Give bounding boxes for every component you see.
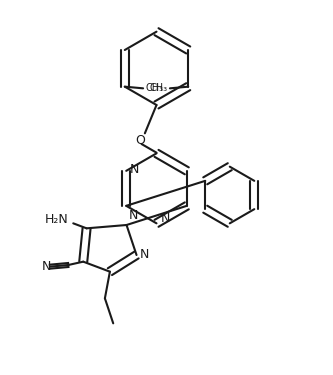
Text: CH₃: CH₃	[146, 83, 164, 93]
Text: N: N	[140, 249, 149, 261]
Text: O: O	[135, 134, 145, 147]
Text: H₂N: H₂N	[45, 213, 68, 226]
Text: CH₃: CH₃	[149, 83, 167, 93]
Text: N: N	[130, 163, 140, 176]
Text: N: N	[161, 212, 170, 225]
Text: N: N	[129, 209, 139, 222]
Text: N: N	[41, 260, 51, 273]
